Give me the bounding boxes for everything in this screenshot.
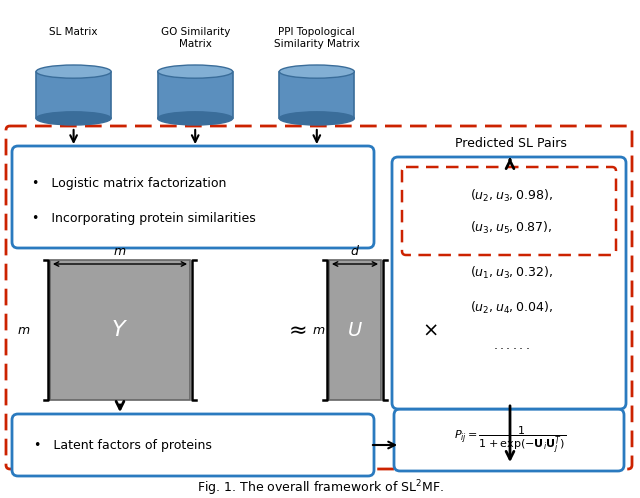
Text: $\times$: $\times$ [422, 321, 438, 340]
Text: Predicted SL Pairs: Predicted SL Pairs [455, 136, 567, 149]
Bar [279, 72, 355, 119]
Text: •   Incorporating protein similarities: • Incorporating protein similarities [32, 212, 256, 225]
Text: Fig. 1. The overall framework of SL$^2$MF.: Fig. 1. The overall framework of SL$^2$M… [196, 478, 444, 498]
FancyBboxPatch shape [392, 157, 626, 409]
Text: $(u_3, u_5, 0.87),$: $(u_3, u_5, 0.87),$ [470, 220, 552, 236]
Text: $(u_2, u_4, 0.04),$: $(u_2, u_4, 0.04),$ [470, 300, 552, 316]
Text: PPI Topological
Similarity Matrix: PPI Topological Similarity Matrix [274, 27, 360, 49]
Text: $m$: $m$ [113, 245, 127, 258]
Ellipse shape [36, 65, 111, 78]
Bar [452, 292, 538, 368]
FancyBboxPatch shape [394, 409, 624, 471]
Bar [329, 260, 381, 400]
Bar [50, 260, 190, 400]
Text: $......$: $......$ [493, 339, 529, 352]
Text: GO Similarity
Matrix: GO Similarity Matrix [161, 27, 230, 49]
Text: $m$: $m$ [17, 324, 30, 337]
Text: •   Logistic matrix factorization: • Logistic matrix factorization [32, 176, 227, 190]
Text: $\approx$: $\approx$ [284, 320, 307, 340]
Text: $Y$: $Y$ [111, 320, 129, 340]
FancyBboxPatch shape [12, 414, 374, 476]
Text: $P_{ij} = \dfrac{1}{1 + \exp(-\mathbf{U}_i\mathbf{U}_j^T)}$: $P_{ij} = \dfrac{1}{1 + \exp(-\mathbf{U}… [454, 425, 566, 456]
Text: $d$: $d$ [350, 244, 360, 258]
Text: $(u_2, u_3, 0.98),$: $(u_2, u_3, 0.98),$ [470, 188, 552, 204]
Ellipse shape [279, 112, 355, 125]
Text: $U$: $U$ [347, 321, 363, 340]
Ellipse shape [157, 65, 233, 78]
FancyBboxPatch shape [12, 146, 374, 248]
Ellipse shape [279, 65, 355, 78]
Text: $U^T$: $U^T$ [483, 320, 508, 340]
Text: $(u_1, u_3, 0.32),$: $(u_1, u_3, 0.32),$ [470, 265, 552, 281]
Ellipse shape [157, 112, 233, 125]
Text: $m$: $m$ [312, 324, 325, 337]
Text: SL Matrix: SL Matrix [49, 27, 98, 37]
Bar [36, 72, 111, 119]
Text: •   Latent factors of proteins: • Latent factors of proteins [34, 439, 212, 452]
Ellipse shape [36, 112, 111, 125]
Bar [157, 72, 233, 119]
